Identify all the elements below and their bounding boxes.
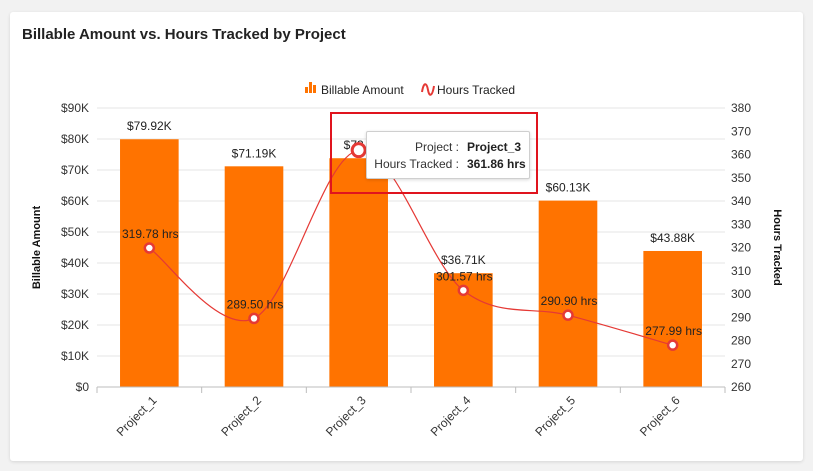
- y-right-tick-label: 320: [731, 241, 751, 255]
- chart-title: Billable Amount vs. Hours Tracked by Pro…: [22, 26, 346, 43]
- y-left-tick-label: $60K: [61, 194, 89, 208]
- legend-icon-bar: [305, 87, 308, 93]
- line-point: [248, 312, 260, 325]
- y-right-tick-label: 340: [731, 194, 751, 208]
- line-data-label: 301.57 hrs: [436, 269, 493, 283]
- legend-icon-bar: [313, 85, 316, 93]
- line-point: [457, 284, 470, 297]
- bar-data-label: $36.71K: [441, 253, 486, 267]
- y-right-tick-label: 310: [731, 264, 751, 278]
- y-right-tick-label: 280: [731, 334, 751, 348]
- y-left-tick-label: $50K: [61, 225, 89, 239]
- tooltip-row-hours: Hours Tracked : 361.86 hrs: [367, 157, 529, 173]
- line-point: [350, 142, 367, 159]
- y-right-axis-title: Hours Tracked: [771, 209, 783, 285]
- y-right-tick-label: 360: [731, 148, 751, 162]
- bar: [538, 200, 598, 387]
- y-left-tick-label: $90K: [61, 101, 89, 115]
- x-tick-label: Project_5: [532, 393, 578, 439]
- line-point: [562, 309, 574, 321]
- y-right-tick-label: 380: [731, 101, 751, 115]
- bar: [120, 139, 179, 387]
- legend-label-hours: Hours Tracked: [437, 83, 515, 97]
- y-left-tick-label: $80K: [61, 132, 89, 146]
- y-right-tick-label: 330: [731, 217, 751, 231]
- bar-data-label: $43.88K: [650, 231, 695, 245]
- x-tick-label: Project_1: [114, 393, 160, 439]
- y-left-tick-label: $0: [76, 380, 90, 394]
- y-right-tick-label: 350: [731, 171, 751, 185]
- y-left-axis-title: Billable Amount: [31, 206, 43, 290]
- y-left-tick-label: $30K: [61, 287, 89, 301]
- y-right-tick-label: 290: [731, 310, 751, 324]
- legend: Billable Amount Hours Tracked: [305, 82, 515, 97]
- bar-data-label: $60.13K: [546, 181, 591, 195]
- x-tick-label: Project_3: [323, 393, 369, 439]
- y-right-tick-label: 260: [731, 380, 751, 394]
- legend-label-billable: Billable Amount: [321, 83, 404, 97]
- y-left-tick-label: $10K: [61, 349, 89, 363]
- tooltip-value: Project_3: [467, 140, 522, 154]
- tooltip-row-project: Project : Project_3: [367, 140, 529, 156]
- line-data-label: 289.50 hrs: [227, 297, 284, 311]
- legend-icon-bar: [309, 82, 312, 93]
- bar: [224, 166, 284, 387]
- y-left-tick-label: $20K: [61, 318, 89, 332]
- bar-data-label: $71.19K: [232, 146, 277, 160]
- highlight-box: [330, 112, 538, 194]
- x-tick-label: Project_6: [637, 393, 683, 439]
- x-tick-label: Project_4: [428, 393, 474, 439]
- line-data-label: 277.99 hrs: [645, 324, 702, 338]
- line-chart-icon: [421, 83, 435, 96]
- y-right-tick-label: 300: [731, 287, 751, 301]
- x-tick-label: Project_2: [218, 393, 264, 439]
- tooltip-key: Hours Tracked :: [374, 157, 459, 171]
- bar: [329, 158, 388, 387]
- tooltip: Project : Project_3 Hours Tracked : 361.…: [366, 131, 530, 179]
- line-series: 319.78 hrs 289.50 hrs 301.57 hrs 290.90 hrs…: [122, 142, 702, 351]
- tooltip-key: Project :: [414, 140, 459, 154]
- line-data-label: 290.90 hrs: [541, 294, 598, 308]
- bar-chart-icon: [305, 82, 316, 93]
- bar: [643, 250, 702, 387]
- y-right-tick-label: 270: [731, 357, 751, 371]
- bar-series: $79.92K$71.19K$73.8$36.71K$60.13K$43.88K: [120, 119, 702, 387]
- bar-data-label: $79.92K: [127, 119, 172, 133]
- line-point: [143, 242, 156, 254]
- y-left-tick-label: $70K: [61, 163, 89, 177]
- line-point: [666, 339, 679, 351]
- y-right-tick-label: 370: [731, 124, 751, 138]
- tooltip-value: 361.86 hrs: [467, 157, 526, 171]
- y-left-tick-label: $40K: [61, 256, 89, 270]
- line-data-label: 319.78 hrs: [122, 227, 179, 241]
